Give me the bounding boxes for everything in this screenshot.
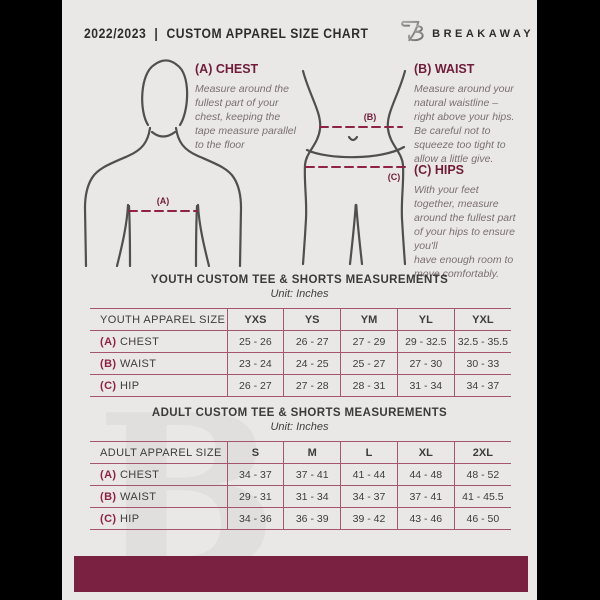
- chest-diagram-label: (A): [157, 196, 170, 206]
- row-prefix: (C): [100, 379, 117, 392]
- size-col-2xl: 2XL: [453, 441, 511, 464]
- cell-value: 27 - 29: [340, 330, 398, 353]
- adult-hip-row: (C) HIP 34 - 36 36 - 39 39 - 42 43 - 46 …: [90, 507, 511, 530]
- cell-value: 37 - 41: [396, 485, 455, 508]
- footer-maroon-bar: [74, 556, 528, 592]
- cell-value: 28 - 31: [340, 374, 398, 397]
- youth-waist-row: (B) WAIST 23 - 24 24 - 25 25 - 27 27 - 3…: [90, 352, 511, 375]
- chest-instruction-body: Measure around the fullest part of your …: [195, 83, 296, 151]
- cell-value: 23 - 24: [226, 352, 284, 375]
- cell-value: 41 - 45.5: [453, 485, 511, 508]
- adult-section-title: ADULT CUSTOM TEE & SHORTS MEASUREMENTS U…: [62, 407, 537, 433]
- row-label: CHEST: [119, 468, 160, 481]
- row-label: WAIST: [119, 357, 157, 370]
- adult-table-header-row: ADULT APPAREL SIZE S M L XL 2XL: [90, 441, 511, 464]
- season-year: 2022/2023: [84, 26, 147, 41]
- chest-instruction: (A) CHEST Measure around the fullest par…: [195, 62, 309, 153]
- cell-value: 36 - 39: [283, 507, 341, 530]
- header-divider: |: [154, 26, 159, 41]
- size-chart-page: B 2022/2023 | CUSTOM APPAREL SIZE CHART: [62, 0, 537, 600]
- cell-value: 31 - 34: [283, 485, 341, 508]
- cell-value: 43 - 46: [396, 507, 455, 530]
- cell-value: 41 - 44: [340, 463, 398, 486]
- cell-value: 26 - 27: [226, 374, 284, 397]
- cell-value: 29 - 32.5: [396, 330, 455, 353]
- hips-instruction: (C) HIPS With your feet together, measur…: [414, 163, 528, 282]
- cell-value: 48 - 52: [453, 463, 511, 486]
- size-col-yl: YL: [396, 308, 455, 331]
- cell-value: 32.5 - 35.5: [453, 330, 511, 353]
- adult-table-unit: Unit: Inches: [270, 421, 329, 433]
- size-col-s: S: [226, 441, 284, 464]
- waist-instruction-body: Measure around your natural waistline – …: [414, 83, 515, 165]
- lower-body-diagram: (B) (C): [301, 69, 407, 266]
- cell-value: 27 - 28: [283, 374, 341, 397]
- row-label: HIP: [119, 379, 140, 392]
- cell-value: 25 - 27: [340, 352, 398, 375]
- size-col-ys: YS: [283, 308, 341, 331]
- hips-instruction-heading: (C) HIPS: [414, 163, 464, 177]
- adult-table-title: ADULT CUSTOM TEE & SHORTS MEASUREMENTS: [151, 407, 448, 419]
- youth-chest-row: (A) CHEST 25 - 26 26 - 27 27 - 29 29 - 3…: [90, 330, 511, 353]
- size-col-yxl: YXL: [453, 308, 511, 331]
- size-col-yxs: YXS: [226, 308, 284, 331]
- waist-instruction: (B) WAIST Measure around your natural wa…: [414, 62, 528, 167]
- header-title-group: 2022/2023 | CUSTOM APPAREL SIZE CHART: [84, 26, 369, 41]
- row-label: WAIST: [119, 490, 157, 503]
- cell-value: 46 - 50: [453, 507, 511, 530]
- waist-diagram-label: (B): [364, 112, 377, 122]
- row-prefix: (A): [100, 335, 117, 348]
- brand-name: BREAKAWAY: [432, 27, 535, 40]
- row-prefix: (A): [100, 468, 117, 481]
- cell-value: 37 - 41: [283, 463, 341, 486]
- hips-diagram-label: (C): [388, 172, 401, 182]
- cell-value: 24 - 25: [283, 352, 341, 375]
- cell-value: 44 - 48: [396, 463, 455, 486]
- cell-value: 34 - 37: [340, 485, 398, 508]
- page-title: CUSTOM APPAREL SIZE CHART: [166, 26, 369, 41]
- waist-instruction-heading: (B) WAIST: [414, 62, 475, 76]
- cell-value: 31 - 34: [396, 374, 455, 397]
- cell-value: 27 - 30: [396, 352, 455, 375]
- size-col-l: L: [340, 441, 398, 464]
- youth-table-title: YOUTH CUSTOM TEE & SHORTS MEASUREMENTS: [150, 274, 449, 286]
- row-prefix: (C): [100, 512, 117, 525]
- cell-value: 26 - 27: [283, 330, 341, 353]
- row-prefix: (B): [100, 357, 117, 370]
- size-col-ym: YM: [340, 308, 398, 331]
- brand-group: BREAKAWAY: [400, 18, 534, 49]
- page-header: 2022/2023 | CUSTOM APPAREL SIZE CHART: [84, 18, 531, 49]
- cell-value: 34 - 36: [226, 507, 284, 530]
- cell-value: 34 - 37: [226, 463, 284, 486]
- torso-diagram: (A): [83, 59, 243, 267]
- chest-instruction-heading: (A) CHEST: [195, 62, 259, 76]
- youth-size-table: YOUTH APPAREL SIZE YXS YS YM YL YXL (A) …: [90, 308, 511, 397]
- size-col-xl: XL: [396, 441, 455, 464]
- youth-hip-row: (C) HIP 26 - 27 27 - 28 28 - 31 31 - 34 …: [90, 374, 511, 397]
- breakaway-logo-icon: [400, 18, 426, 49]
- cell-value: 34 - 37: [453, 374, 511, 397]
- row-prefix: (B): [100, 490, 117, 503]
- cell-value: 30 - 33: [453, 352, 511, 375]
- row-label: HIP: [119, 512, 140, 525]
- youth-table-unit: Unit: Inches: [270, 288, 329, 300]
- cell-value: 25 - 26: [226, 330, 284, 353]
- size-col-m: M: [283, 441, 341, 464]
- hips-instruction-body: With your feet together, measure around …: [414, 184, 516, 280]
- youth-section-title: YOUTH CUSTOM TEE & SHORTS MEASUREMENTS U…: [62, 274, 537, 300]
- adult-size-table: ADULT APPAREL SIZE S M L XL 2XL (A) CHES…: [90, 441, 511, 530]
- cell-value: 39 - 42: [340, 507, 398, 530]
- cell-value: 29 - 31: [226, 485, 284, 508]
- youth-size-header-label: YOUTH APPAREL SIZE: [90, 308, 227, 331]
- adult-size-header-label: ADULT APPAREL SIZE: [90, 441, 227, 464]
- row-label: CHEST: [119, 335, 160, 348]
- adult-chest-row: (A) CHEST 34 - 37 37 - 41 41 - 44 44 - 4…: [90, 463, 511, 486]
- adult-waist-row: (B) WAIST 29 - 31 31 - 34 34 - 37 37 - 4…: [90, 485, 511, 508]
- youth-table-header-row: YOUTH APPAREL SIZE YXS YS YM YL YXL: [90, 308, 511, 331]
